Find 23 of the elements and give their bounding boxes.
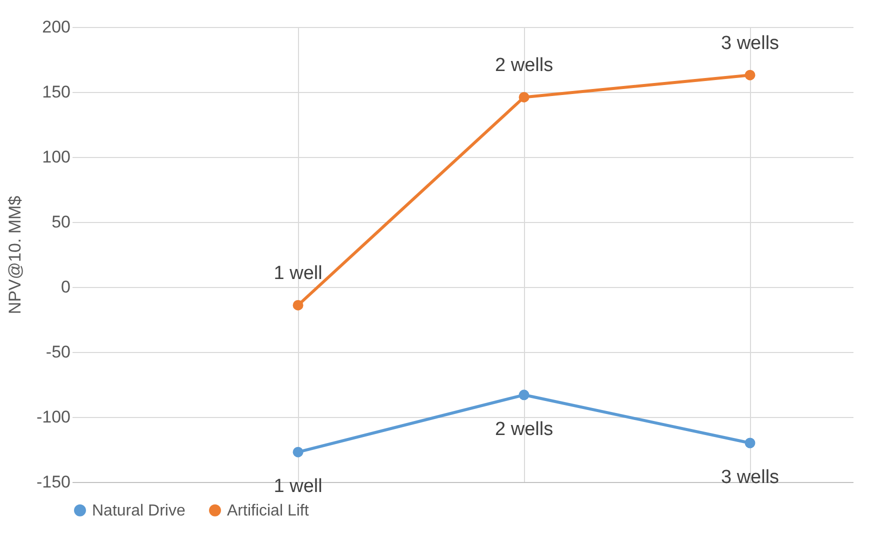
y-tick-label: -150: [36, 472, 70, 492]
point: [518, 92, 530, 102]
y-tick-label: 50: [52, 212, 70, 232]
point: [744, 70, 756, 80]
point: [292, 300, 304, 310]
y-tick-label: 150: [42, 82, 70, 102]
annotation: 3 wells: [720, 467, 780, 488]
y-tick-label: 0: [61, 278, 70, 296]
annotation: 2 wells: [494, 418, 554, 440]
annotation: 2 wells: [494, 55, 554, 76]
point: [744, 438, 756, 448]
y-tick-label: 200: [42, 18, 70, 36]
y-tick-label: 100: [42, 148, 70, 166]
point: [292, 446, 304, 458]
y-axis-title: NPV@10. MM$: [5, 195, 24, 314]
y-tick-label: -100: [36, 408, 70, 426]
annotation: 1 well: [274, 476, 322, 498]
legend-label: Natural Drive: [92, 502, 186, 520]
annotation: 3 wells: [720, 33, 780, 54]
legend-label: Artificial Lift: [227, 502, 310, 520]
annotation: 1 well: [274, 263, 322, 284]
point: [518, 390, 530, 400]
y-tick-label: -50: [46, 342, 70, 362]
